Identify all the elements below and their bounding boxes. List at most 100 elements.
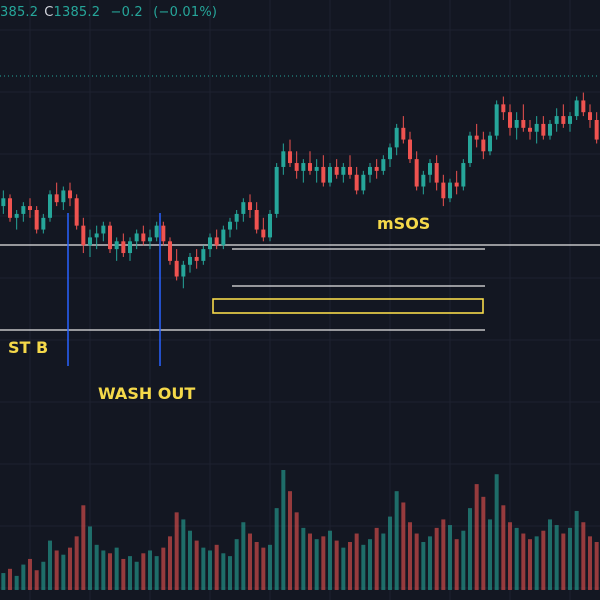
candle-body <box>221 229 226 246</box>
candle-body <box>288 151 292 164</box>
volume-bar <box>208 550 212 590</box>
candle-body <box>428 163 432 175</box>
candle-body <box>554 116 559 124</box>
candle-body <box>454 182 459 187</box>
volume-bar <box>468 508 472 590</box>
candle-body <box>348 166 352 175</box>
volume-bar <box>321 536 326 590</box>
volume-bar <box>54 550 59 590</box>
candle-body <box>28 206 32 210</box>
volume-bar <box>454 539 459 590</box>
volume-bar <box>401 502 406 590</box>
candle-body <box>341 166 346 175</box>
volume-bar <box>534 536 539 590</box>
candle-body <box>328 166 332 183</box>
candle-body <box>81 225 86 246</box>
candle-body <box>108 225 112 250</box>
volume-bar <box>181 519 186 590</box>
candle-body <box>154 225 159 238</box>
change-value: −0.2 <box>110 5 143 20</box>
candle-body <box>48 194 52 218</box>
close-value: 1385.2 <box>53 5 101 20</box>
volume-bar <box>408 522 412 590</box>
candle-body <box>568 116 572 124</box>
candle-body <box>181 264 186 277</box>
volume-bar <box>421 542 426 590</box>
volume-bar <box>494 474 499 590</box>
candle-body <box>474 135 479 140</box>
candle-body <box>14 213 19 218</box>
candle-body <box>101 225 106 234</box>
volume-bar <box>334 540 339 590</box>
volume-bar <box>108 553 112 590</box>
volume-bar <box>8 568 12 590</box>
candle-body <box>234 213 239 222</box>
candle-body <box>114 241 119 250</box>
candle-body <box>194 256 199 261</box>
volume-bar <box>328 530 332 590</box>
volume-bar <box>1 573 6 590</box>
candle-body <box>8 198 12 218</box>
volume-bar <box>508 522 512 590</box>
candle-body <box>321 166 326 183</box>
candle-body <box>314 166 319 171</box>
volume-bar <box>88 526 92 590</box>
candle-body <box>374 166 379 171</box>
candle-body <box>581 100 586 113</box>
volume-bar <box>588 536 592 590</box>
volume-bar <box>434 527 439 590</box>
volume-bar <box>461 530 466 590</box>
volume-bar <box>128 556 132 590</box>
candle-body <box>334 166 339 175</box>
volume-bar <box>121 558 126 590</box>
ohlc-header: 385.2 C1385.2 −0.2 (−0.01%) <box>0 5 223 20</box>
volume-bar <box>228 556 232 590</box>
candle-body <box>441 182 446 199</box>
volume-bar <box>448 525 452 590</box>
open-value: 385.2 <box>0 5 39 20</box>
candle-body <box>448 182 452 199</box>
volume-bar <box>528 539 532 590</box>
volume-bar <box>301 527 306 590</box>
candle-body <box>494 104 499 136</box>
candle-body <box>588 112 592 120</box>
candle-body <box>88 237 92 246</box>
volume-bar <box>394 491 399 590</box>
volume-bar <box>74 536 79 590</box>
candle-body <box>354 174 359 191</box>
volume-bar <box>21 564 26 590</box>
volume-bar <box>521 533 526 590</box>
volume-bar <box>381 533 386 590</box>
demand-zone-box <box>212 298 484 314</box>
volume-bar <box>34 570 39 590</box>
volume-bar <box>274 508 279 590</box>
candle-body <box>274 166 279 214</box>
volume-bar <box>374 527 379 590</box>
candle-body <box>134 233 139 242</box>
candle-body <box>94 233 99 238</box>
change-percent: (−0.01%) <box>153 5 218 20</box>
volume-bar <box>568 527 572 590</box>
volume-bar <box>174 512 179 590</box>
volume-bar <box>148 550 152 590</box>
volume-bar <box>114 547 119 590</box>
volume-bar <box>561 533 566 590</box>
st-b-label: ST B <box>8 338 49 357</box>
candle-body <box>488 135 492 152</box>
candle-body <box>388 147 392 160</box>
volume-bar <box>294 512 299 590</box>
volume-bar <box>548 519 552 590</box>
volume-bar <box>474 484 479 590</box>
volume-bar <box>248 533 252 590</box>
volume-bar <box>594 542 599 590</box>
candle-body <box>514 120 519 128</box>
candle-body <box>408 139 412 160</box>
volume-bar <box>154 556 159 590</box>
candle-body <box>541 123 546 136</box>
volume-bar <box>501 505 506 590</box>
volume-bar <box>261 547 266 590</box>
volume-bar <box>188 530 192 590</box>
candle-body <box>594 120 599 140</box>
